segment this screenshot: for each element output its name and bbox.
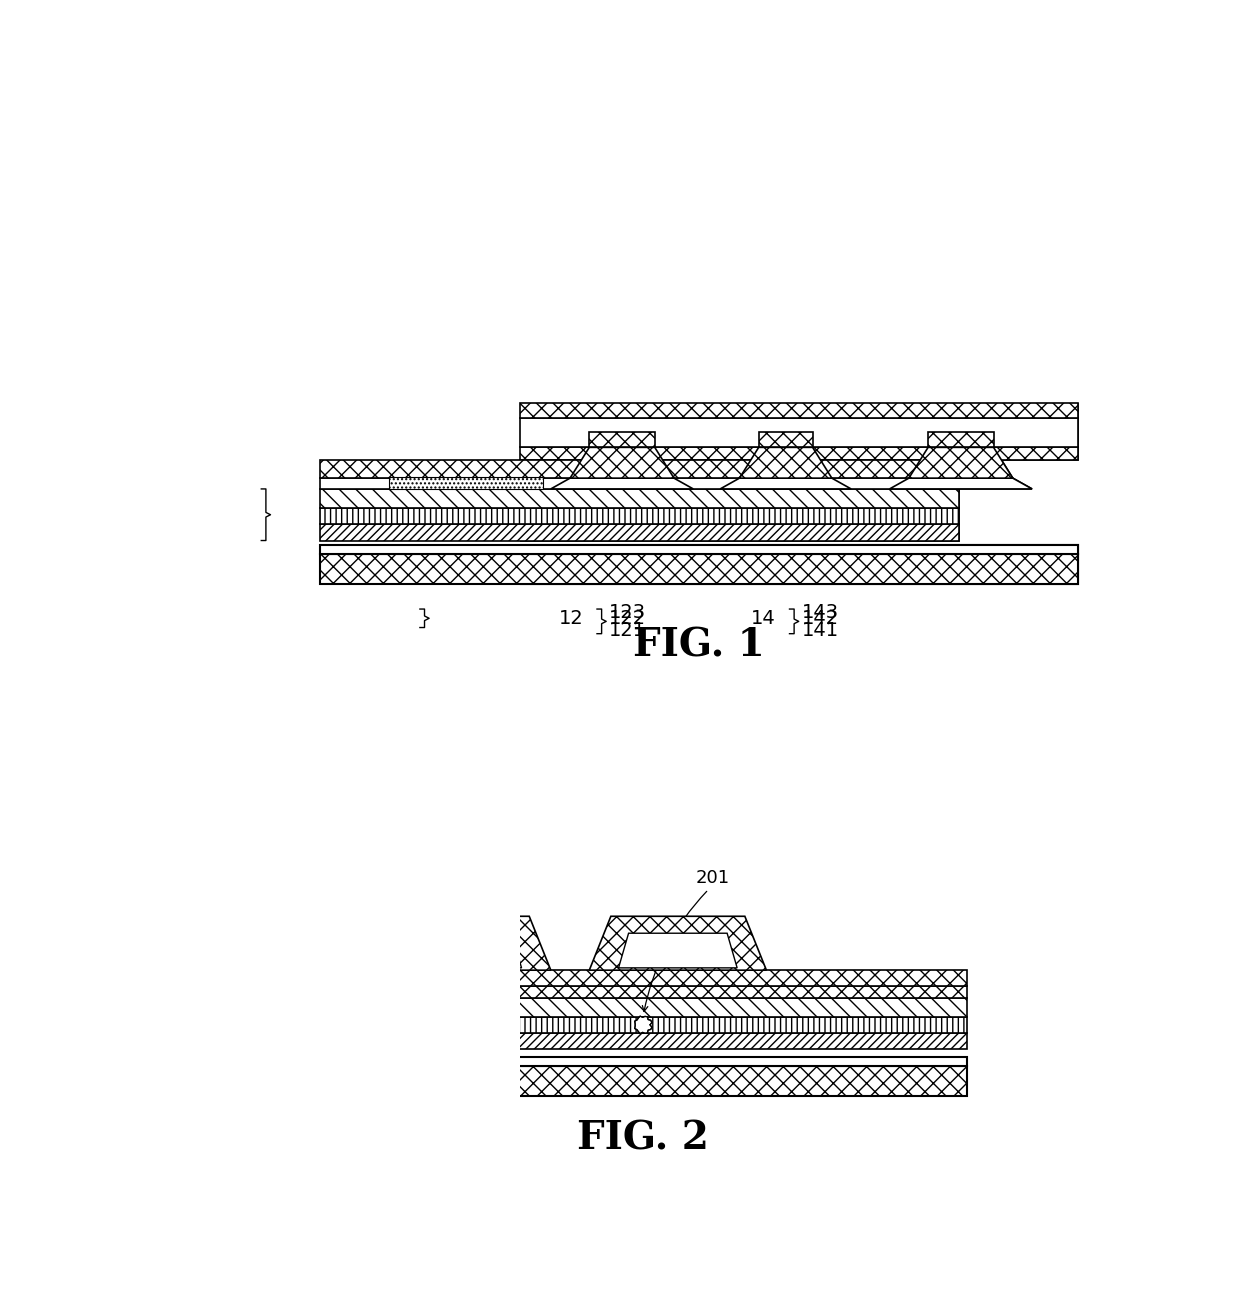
Text: 14: 14 (751, 609, 776, 627)
Bar (320, 1067, 967, 1095)
Text: 123: 123 (609, 603, 646, 622)
Polygon shape (520, 447, 562, 489)
Polygon shape (739, 447, 832, 478)
Text: 1211: 1211 (236, 524, 281, 540)
Bar (520, 419, 1079, 447)
Bar (320, 1017, 967, 1033)
Bar (320, 1033, 967, 1050)
Text: 112: 112 (247, 1052, 281, 1070)
Bar (320, 524, 959, 540)
Polygon shape (570, 447, 675, 478)
Bar (320, 998, 967, 1017)
Text: 201: 201 (696, 870, 729, 886)
Bar (389, 477, 543, 489)
Bar (320, 555, 1079, 583)
Polygon shape (759, 432, 812, 447)
Bar (159, 156, 520, 1153)
Polygon shape (619, 933, 737, 968)
Polygon shape (570, 447, 675, 478)
Polygon shape (889, 478, 1032, 489)
Polygon shape (551, 478, 693, 489)
Text: 11: 11 (381, 609, 405, 627)
Text: 141: 141 (802, 621, 839, 640)
Text: 141: 141 (247, 982, 281, 1001)
Bar (320, 489, 959, 508)
Polygon shape (928, 432, 993, 447)
Bar (320, 1058, 967, 1067)
Text: 141: 141 (247, 445, 281, 463)
Polygon shape (909, 447, 1013, 478)
Polygon shape (909, 447, 1013, 478)
Text: 143: 143 (247, 402, 281, 420)
Bar (520, 403, 1079, 419)
Text: 111: 111 (433, 614, 470, 634)
Bar (320, 524, 959, 540)
Bar (320, 508, 959, 524)
Bar (320, 555, 1079, 583)
Bar (520, 447, 1079, 460)
Polygon shape (551, 478, 693, 489)
Text: 143: 143 (247, 969, 281, 986)
Bar (320, 478, 959, 489)
Text: 121: 121 (609, 621, 646, 640)
Polygon shape (928, 432, 993, 447)
Polygon shape (720, 478, 851, 489)
Bar (320, 478, 959, 489)
Text: 12: 12 (558, 609, 583, 627)
Bar (320, 985, 967, 998)
Bar (520, 403, 1079, 419)
Polygon shape (720, 478, 851, 489)
Polygon shape (589, 916, 766, 971)
Bar (320, 546, 1079, 555)
Text: FIG. 2: FIG. 2 (578, 1118, 709, 1157)
Polygon shape (589, 432, 655, 447)
Polygon shape (739, 447, 832, 478)
Bar (520, 447, 1079, 460)
Bar (389, 477, 543, 489)
Text: 1213: 1213 (236, 490, 281, 508)
Polygon shape (403, 933, 522, 968)
Bar (159, 249, 1112, 403)
Polygon shape (759, 432, 812, 447)
Text: 121: 121 (224, 505, 258, 524)
Text: 1212: 1212 (236, 1016, 281, 1034)
Bar (320, 460, 959, 478)
Text: 112: 112 (247, 540, 281, 559)
Bar (320, 508, 959, 524)
Text: 111: 111 (247, 1072, 281, 1090)
Text: 122: 122 (609, 609, 646, 627)
Text: FIG. 1: FIG. 1 (634, 626, 765, 665)
Text: 1212: 1212 (236, 507, 281, 525)
Text: 112: 112 (433, 603, 470, 622)
Text: 13: 13 (763, 350, 785, 368)
Polygon shape (889, 478, 1032, 489)
Text: 123: 123 (247, 460, 281, 478)
Text: 122: 122 (247, 474, 281, 492)
Text: 143: 143 (802, 603, 839, 622)
Bar (320, 971, 967, 985)
Bar (320, 460, 959, 478)
Polygon shape (373, 916, 551, 971)
Polygon shape (520, 403, 606, 489)
Bar (320, 489, 959, 508)
Polygon shape (589, 432, 655, 447)
Text: 142: 142 (247, 424, 281, 442)
Text: 1213: 1213 (236, 998, 281, 1016)
Text: 142: 142 (802, 609, 839, 627)
Bar (320, 546, 1079, 555)
Text: 111: 111 (247, 560, 281, 578)
Polygon shape (635, 1016, 652, 1033)
Text: 1211: 1211 (236, 1032, 281, 1050)
Bar (520, 419, 1079, 447)
Polygon shape (520, 419, 590, 489)
